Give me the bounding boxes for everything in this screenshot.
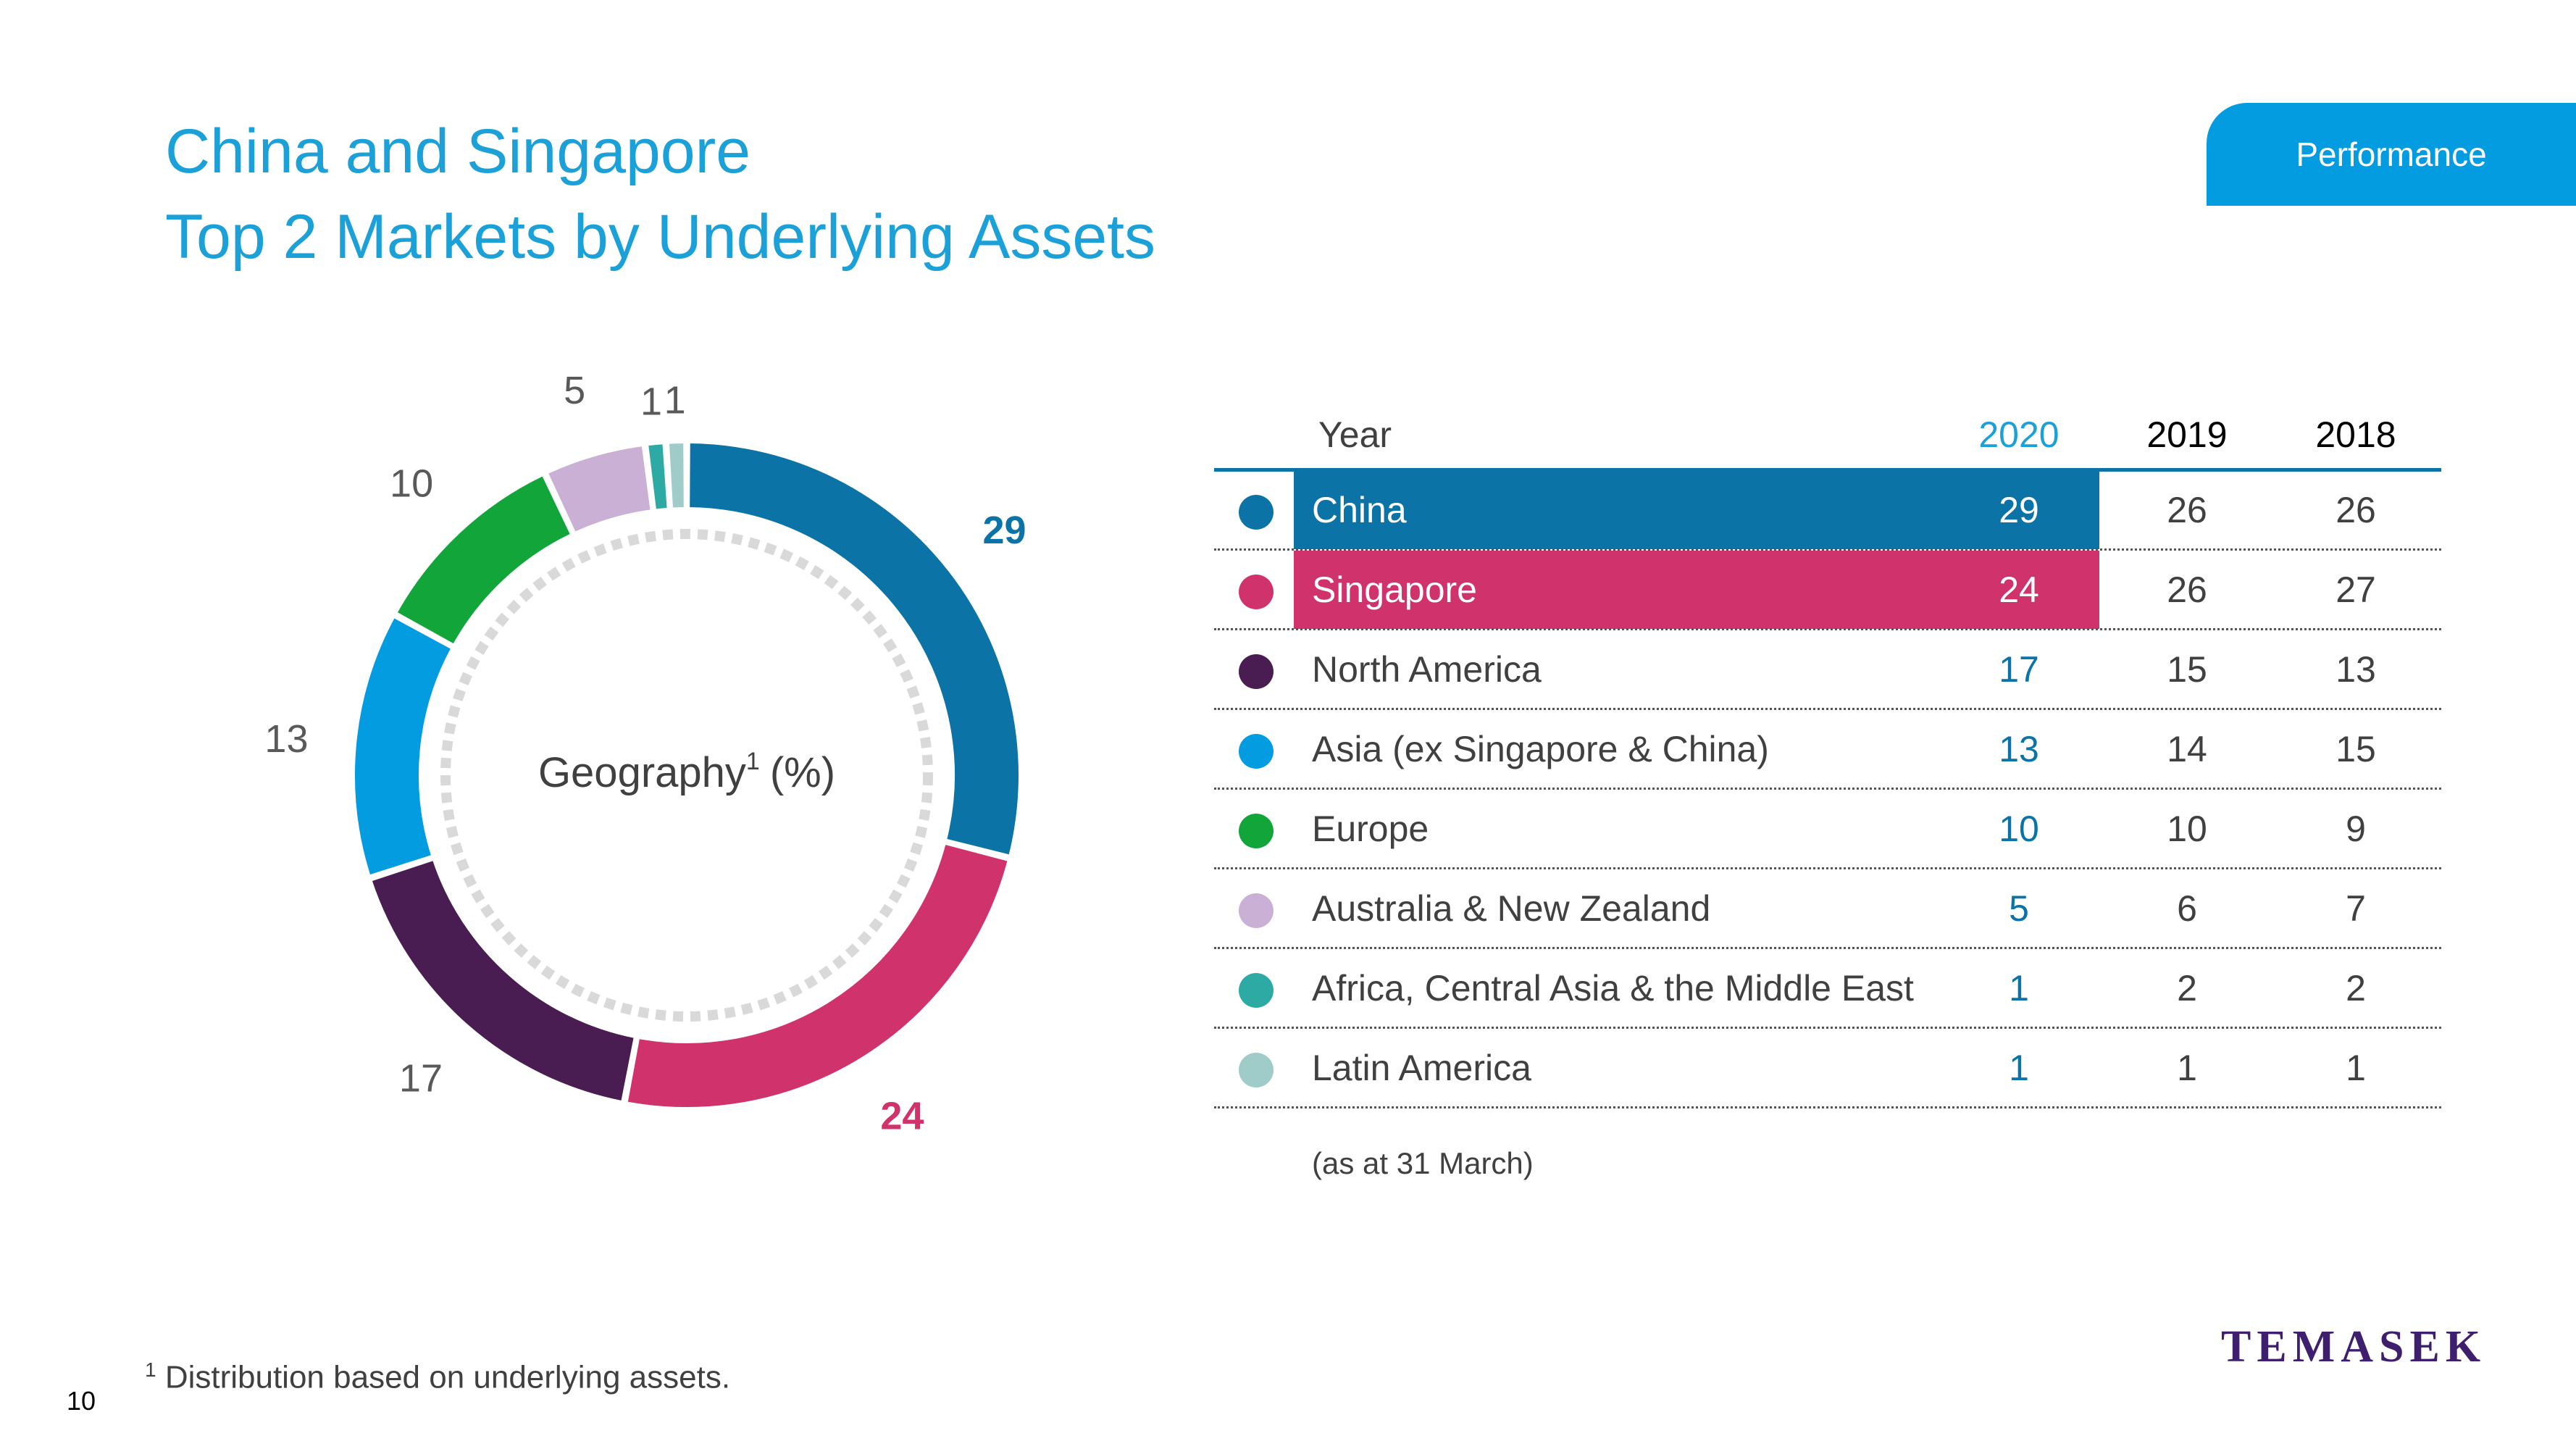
row-divider — [1214, 947, 2441, 949]
footnote-text: Distribution based on underlying assets. — [164, 1359, 731, 1395]
donut-slice — [368, 857, 637, 1104]
table-top-rule — [1214, 468, 2441, 472]
row-divider — [1214, 1027, 2441, 1029]
table-header-2018: 2018 — [2315, 414, 2396, 455]
row-label: Latin America — [1312, 1048, 1531, 1088]
temasek-logo: TEMASEK — [2221, 1322, 2487, 1371]
value-2018: 15 — [2335, 729, 2376, 769]
value-2020: 10 — [1999, 809, 2039, 849]
value-2018: 13 — [2335, 649, 2376, 690]
row-label: Singapore — [1312, 569, 1477, 610]
table-row-latin-america: Latin America 1 1 1 — [1214, 1029, 2441, 1108]
table-row-asia: Asia (ex Singapore & China) 13 14 15 — [1214, 710, 2441, 790]
slice-data-label: 29 — [982, 509, 1026, 552]
donut-slice — [352, 614, 455, 879]
value-2018: 27 — [2335, 569, 2376, 610]
slice-data-label: 24 — [880, 1095, 924, 1138]
row-divider — [1214, 708, 2441, 710]
row-label: Australia & New Zealand — [1312, 888, 1711, 929]
value-2018: 26 — [2335, 490, 2376, 530]
slice-data-label: 1 — [664, 378, 686, 422]
value-2019: 14 — [2167, 729, 2207, 769]
legend-dot — [1239, 734, 1274, 769]
value-2020: 17 — [1999, 649, 2039, 690]
row-divider — [1214, 867, 2441, 869]
value-2020: 1 — [2009, 968, 2029, 1009]
table-header-2020: 2020 — [1978, 414, 2059, 455]
value-2018: 7 — [2346, 888, 2366, 929]
title-line-2: Top 2 Markets by Underlying Assets — [165, 202, 1156, 272]
legend-dot — [1239, 654, 1274, 689]
value-2020: 1 — [2009, 1048, 2029, 1088]
row-divider — [1214, 788, 2441, 790]
row-divider — [1214, 1106, 2441, 1108]
row-label: Asia (ex Singapore & China) — [1312, 729, 1769, 769]
value-2020: 13 — [1999, 729, 2039, 769]
table-header-year: Year — [1318, 414, 1392, 455]
value-2020: 5 — [2009, 888, 2029, 929]
row-label: North America — [1312, 649, 1542, 690]
value-2019: 15 — [2167, 649, 2207, 690]
row-label: Africa, Central Asia & the Middle East — [1312, 968, 1914, 1009]
donut-slice — [645, 440, 670, 512]
slice-data-label: 17 — [399, 1056, 443, 1100]
table-row-north-america: North America 17 15 13 — [1214, 630, 2441, 710]
table-row-africa: Africa, Central Asia & the Middle East 1… — [1214, 949, 2441, 1029]
center-label-text: Geography — [538, 749, 746, 796]
table-row-singapore: Singapore 24 26 27 — [1214, 551, 2441, 630]
row-highlight — [1294, 471, 2099, 549]
donut-slice — [687, 440, 1021, 859]
value-2019: 26 — [2167, 490, 2207, 530]
value-2019: 2 — [2177, 968, 2197, 1009]
donut-slice — [666, 440, 687, 511]
value-2020: 29 — [1999, 490, 2039, 530]
page-number: 10 — [67, 1386, 96, 1416]
slice-data-label: 1 — [640, 380, 662, 423]
slice-data-label: 13 — [264, 717, 308, 761]
footnote: 1 Distribution based on underlying asset… — [145, 1358, 730, 1396]
value-2018: 2 — [2346, 968, 2366, 1009]
legend-dot — [1239, 814, 1274, 848]
donut-slice — [393, 472, 574, 648]
donut-slice — [624, 841, 1011, 1110]
center-label-unit: (%) — [770, 749, 835, 796]
page-title: China and Singapore Top 2 Markets by Und… — [165, 109, 1155, 280]
footnote-marker: 1 — [145, 1358, 156, 1381]
center-label: Geography1 (%) — [538, 748, 835, 796]
row-label: Europe — [1312, 809, 1429, 849]
row-label: China — [1312, 490, 1407, 530]
value-2020: 24 — [1999, 569, 2039, 610]
inner-dashed-ring — [440, 529, 933, 1022]
value-2018: 1 — [2346, 1048, 2366, 1088]
value-2019: 1 — [2177, 1048, 2197, 1088]
legend-dot — [1239, 495, 1274, 530]
row-divider — [1214, 628, 2441, 630]
slice-data-label: 10 — [390, 462, 433, 505]
value-2019: 26 — [2167, 569, 2207, 610]
table-row-china: China 29 26 26 — [1214, 471, 2441, 551]
slice-data-label: 5 — [564, 369, 585, 412]
legend-dot — [1239, 1053, 1274, 1087]
donut-slice — [544, 443, 653, 535]
value-2018: 9 — [2346, 809, 2366, 849]
center-label-sup: 1 — [746, 748, 760, 775]
row-highlight — [1294, 551, 2099, 629]
table-row-australia: Australia & New Zealand 5 6 7 — [1214, 869, 2441, 949]
legend-dot — [1239, 973, 1274, 1008]
section-tag-performance[interactable]: Performance — [2207, 103, 2576, 206]
value-2019: 6 — [2177, 888, 2197, 929]
as-at-note: (as at 31 March) — [1312, 1146, 1534, 1180]
table-header-2019: 2019 — [2146, 414, 2228, 455]
row-divider — [1214, 548, 2441, 551]
title-line-1: China and Singapore — [165, 117, 751, 186]
table-row-europe: Europe 10 10 9 — [1214, 790, 2441, 869]
legend-dot — [1239, 575, 1274, 609]
legend-dot — [1239, 893, 1274, 928]
value-2019: 10 — [2167, 809, 2207, 849]
